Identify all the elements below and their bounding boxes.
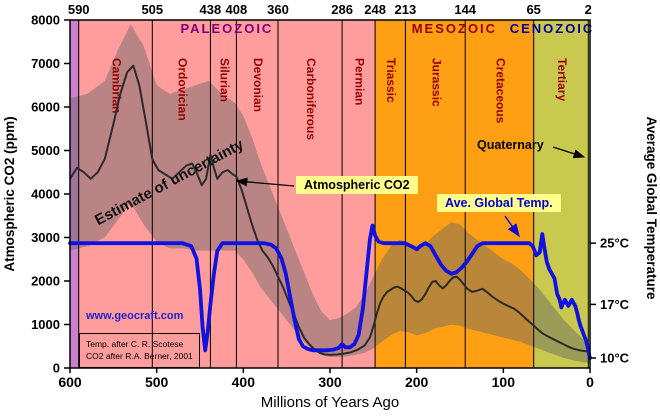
band-cambrian [78, 20, 153, 368]
y-left-tick-label: 3000 [31, 230, 60, 245]
y-left-axis-title: Atmospheric CO2 (ppm) [2, 116, 17, 271]
annotation-arrows [235, 146, 586, 238]
x-tick-label: 200 [405, 374, 429, 390]
period-label-cretaceous: Cretaceous [493, 58, 507, 124]
top-axis-label: 286 [331, 2, 353, 17]
temp-label-arrow [504, 215, 520, 238]
era-and-period-labels: PALEOZOIC MESOZOIC CENOZOIC Cambrian Ordovic… [110, 21, 595, 140]
co2-line [69, 64, 591, 356]
band-triassic [375, 20, 406, 368]
credits-box: Temp. after C. R. Scotese CO2 after R.A.… [79, 333, 200, 368]
top-axis-label: 65 [526, 2, 540, 17]
y-left-tick-label: 0 [53, 361, 60, 376]
y-left-tick-label: 6000 [31, 100, 60, 115]
top-axis-label: 360 [267, 2, 289, 17]
x-tick-label: 500 [145, 374, 169, 390]
credit-co2-line: CO2 after R.A. Berner, 2001 [86, 351, 193, 362]
period-label-permian: Permian [353, 58, 367, 105]
era-label-cenozoic: CENOZOIC [510, 21, 595, 36]
top-axis-label: 590 [68, 2, 90, 17]
x-axis-title: Millions of Years Ago [261, 394, 399, 411]
period-label-triassic: Triassic [384, 58, 398, 103]
credit-temp-line: Temp. after C. R. Scotese [86, 339, 184, 349]
period-label-carboniferous: Carboniferous [304, 58, 318, 140]
top-axis-label: 505 [141, 2, 163, 17]
y-left-tick-label: 1000 [31, 317, 60, 332]
band-precambrian [70, 20, 79, 368]
y-left-tick-label: 4000 [31, 187, 60, 202]
period-label-jurassic: Jurassic [429, 58, 443, 107]
era-label-paleozoic: PALEOZOIC [180, 21, 273, 36]
x-tick-label: 600 [58, 374, 82, 390]
co2-series-label: Atmospheric CO2 [296, 176, 418, 194]
y-right-tick-label: 25°C [600, 236, 630, 251]
period-label-tertiary: Tertiary [555, 58, 569, 101]
top-axis-label: 408 [226, 2, 248, 17]
band-permian [342, 20, 375, 368]
y-left-tick-label: 2000 [31, 274, 60, 289]
quaternary-arrow [552, 146, 586, 159]
top-axis-label: 248 [364, 2, 386, 17]
top-axis-label: 213 [395, 2, 417, 17]
band-quaternary [588, 20, 590, 368]
co2-label-arrow [235, 177, 295, 187]
x-tick-label: 300 [318, 374, 342, 390]
axes: 590 505 438 408 360 286 248 213 144 65 20100020003… [31, 2, 630, 390]
y-right-tick-label: 17°C [600, 297, 630, 312]
x-tick-label: 400 [232, 374, 256, 390]
geologic-period-bands [70, 20, 590, 368]
period-label-silurian: Silurian [217, 58, 231, 102]
top-axis-label: 438 [200, 2, 222, 17]
y-left-tick-label: 5000 [31, 143, 60, 158]
temp-series-label: Ave. Global Temp. [437, 194, 561, 212]
website-text: www.geocraft.com [86, 310, 184, 322]
period-label-cambrian: Cambrian [110, 58, 124, 113]
period-label-devonian: Devonian [251, 58, 265, 112]
temperature-line [68, 223, 592, 360]
x-tick-label: 0 [586, 374, 594, 390]
y-left-tick-label: 7000 [31, 56, 60, 71]
top-axis-label: 144 [454, 2, 476, 17]
era-label-mesozoic: MESOZOIC [412, 21, 497, 36]
band-silurian [210, 20, 237, 368]
x-tick-label: 100 [492, 374, 516, 390]
y-right-tick-label: 10°C [600, 351, 630, 366]
y-left-tick-label: 8000 [31, 13, 60, 28]
y-right-axis-title: Average Global Temperature [644, 116, 659, 300]
band-carboniferous [278, 20, 343, 368]
top-axis-label: 2 [585, 2, 592, 17]
quaternary-label: Quaternary [477, 138, 544, 152]
period-label-ordovician: Ordovician [175, 58, 189, 121]
